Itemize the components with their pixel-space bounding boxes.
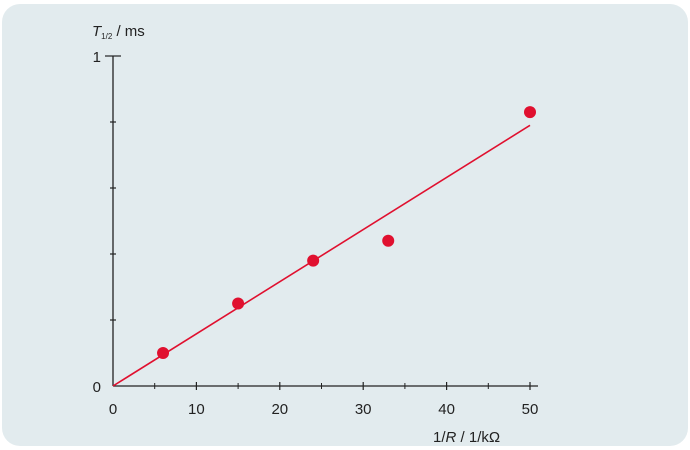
x-axis-title: 1/R / 1/kΩ [433,429,500,446]
x-tick-label: 20 [271,401,288,418]
fit-line [112,124,531,387]
x-axis-symbol: R [446,429,457,446]
x-tick-label: 30 [355,401,372,418]
data-point [524,106,536,119]
data-point [157,347,170,359]
x-tick-label: 10 [188,401,205,418]
y-axis-title: T1/2 / ms [92,23,145,41]
data-points [157,106,536,359]
chart-panel [2,4,688,446]
data-point [232,297,245,310]
y-tick-label: 1 [93,49,101,66]
x-tick-label: 50 [522,401,539,418]
x-axis-unit: / 1/kΩ [456,429,500,446]
y-axis-subscript: 1/2 [101,32,113,41]
x-tick-label: 40 [438,401,455,418]
x-tick-label: 0 [109,401,117,418]
x-ticks: 0 10 20 30 40 50 [109,382,539,418]
x-axis-prefix: 1/ [433,429,446,446]
data-point [382,234,395,247]
axes [112,56,538,387]
y-ticks: 01 [93,49,121,396]
y-tick-label: 0 [93,379,101,396]
data-point [307,254,320,267]
y-axis-symbol: T [92,23,103,40]
y-axis-unit: / ms [112,23,145,40]
